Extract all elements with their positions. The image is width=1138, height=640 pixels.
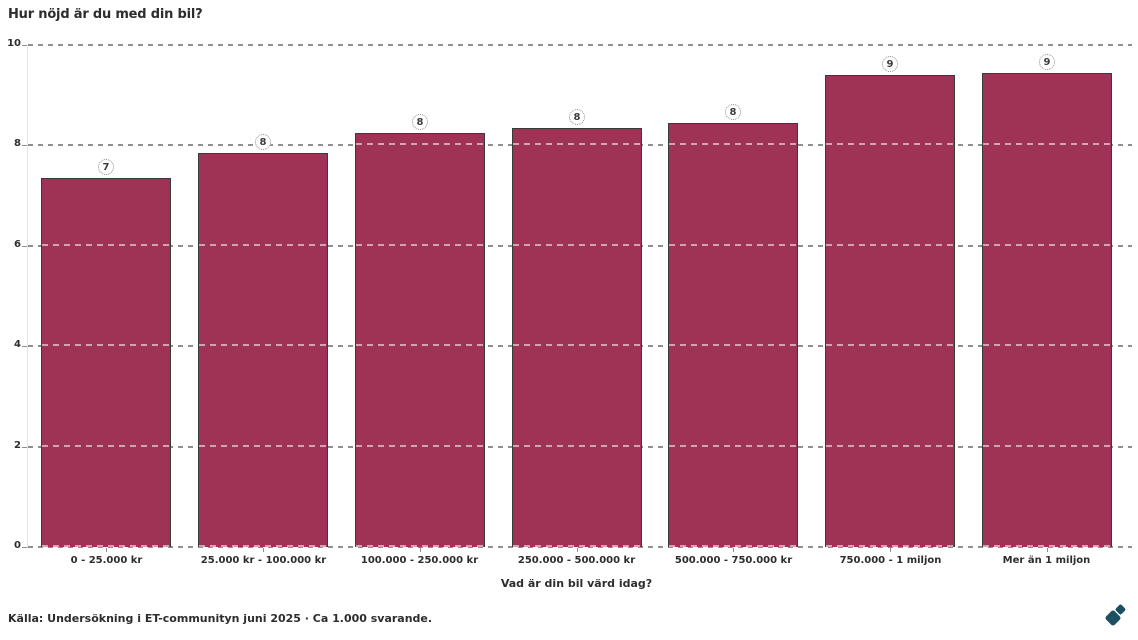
x-tick-label: 0 - 25.000 kr [70, 555, 143, 566]
y-tick-label: 6 [14, 239, 21, 250]
y-tick-mark [22, 447, 27, 448]
x-tick-mark [263, 548, 264, 552]
x-tick-label: 750.000 - 1 miljon [839, 555, 942, 566]
bar [41, 178, 172, 547]
y-axis-line [27, 45, 28, 548]
x-tick-label: 100.000 - 250.000 kr [360, 555, 479, 566]
bar-gridline-overlay [199, 545, 328, 547]
bar-gridline-overlay [42, 243, 171, 246]
bar-gridline-overlay [669, 545, 798, 547]
bar-gridline-overlay [982, 243, 1111, 246]
bar-gridline-overlay [669, 344, 798, 347]
y-tick-mark [22, 346, 27, 347]
bar-gridline-overlay [512, 444, 641, 447]
bar-gridline-overlay [825, 243, 954, 246]
bar-value-badge: 8 [725, 104, 741, 120]
bar-gridline-overlay [199, 444, 328, 447]
bar-gridline-overlay [669, 143, 798, 146]
x-tick-mark [1047, 548, 1048, 552]
bar-value-badge: 9 [882, 56, 898, 72]
y-tick-label: 0 [14, 540, 21, 551]
y-tick-label: 2 [14, 440, 21, 451]
watermark-logo-icon [1105, 604, 1126, 626]
bar-gridline-overlay [982, 545, 1111, 547]
bar [981, 73, 1112, 547]
bar-gridline-overlay [355, 444, 484, 447]
x-tick-label: 25.000 kr - 100.000 kr [200, 555, 327, 566]
bar-gridline-overlay [825, 344, 954, 347]
bar-gridline-overlay [982, 143, 1111, 146]
bar [668, 123, 799, 547]
bar-value-badge: 8 [255, 134, 271, 150]
x-tick-mark [420, 548, 421, 552]
bar-gridline-overlay [825, 545, 954, 547]
y-tick-mark [22, 547, 27, 548]
bar-gridline-overlay [42, 444, 171, 447]
bar [824, 75, 955, 547]
bar-gridline-overlay [512, 545, 641, 547]
bar-gridline-overlay [982, 444, 1111, 447]
bar-value-badge: 9 [1039, 54, 1055, 70]
bar [511, 128, 642, 547]
bar-value-badge: 8 [412, 114, 428, 130]
x-axis-title: Vad är din bil värd idag? [500, 577, 653, 590]
bar-value-badge: 8 [569, 109, 585, 125]
y-tick-mark [22, 45, 27, 46]
bar-gridline-overlay [825, 143, 954, 146]
x-tick-mark [890, 548, 891, 552]
bar-gridline-overlay [199, 243, 328, 246]
y-tick-label: 10 [7, 38, 21, 49]
bar-gridline-overlay [669, 444, 798, 447]
source-note: Källa: Undersökning i ET-communityn juni… [8, 612, 433, 625]
y-tick-mark [22, 145, 27, 146]
x-tick-mark [106, 548, 107, 552]
gridline-y-0 [28, 546, 1132, 548]
bar-gridline-overlay [825, 444, 954, 447]
bar-gridline-overlay [355, 545, 484, 547]
bar-value-badge: 7 [98, 159, 114, 175]
gridline-y-10 [28, 44, 1132, 46]
x-tick-mark [577, 548, 578, 552]
chart-title: Hur nöjd är du med din bil? [8, 7, 203, 22]
bar-gridline-overlay [199, 344, 328, 347]
bar-gridline-overlay [355, 143, 484, 146]
y-tick-label: 4 [14, 339, 21, 350]
x-tick-label: 500.000 - 750.000 kr [674, 555, 793, 566]
bar-gridline-overlay [355, 344, 484, 347]
x-tick-label: Mer än 1 miljon [1002, 555, 1091, 566]
y-tick-label: 8 [14, 138, 21, 149]
bar-gridline-overlay [42, 344, 171, 347]
bar-gridline-overlay [982, 344, 1111, 347]
bar-gridline-overlay [512, 344, 641, 347]
bar-gridline-overlay [512, 143, 641, 146]
bar-gridline-overlay [42, 545, 171, 547]
bar-gridline-overlay [355, 243, 484, 246]
bar [354, 133, 485, 547]
x-tick-label: 250.000 - 500.000 kr [517, 555, 636, 566]
bar-gridline-overlay [669, 243, 798, 246]
bar [198, 153, 329, 547]
y-tick-mark [22, 246, 27, 247]
bar-gridline-overlay [512, 243, 641, 246]
x-tick-mark [733, 548, 734, 552]
